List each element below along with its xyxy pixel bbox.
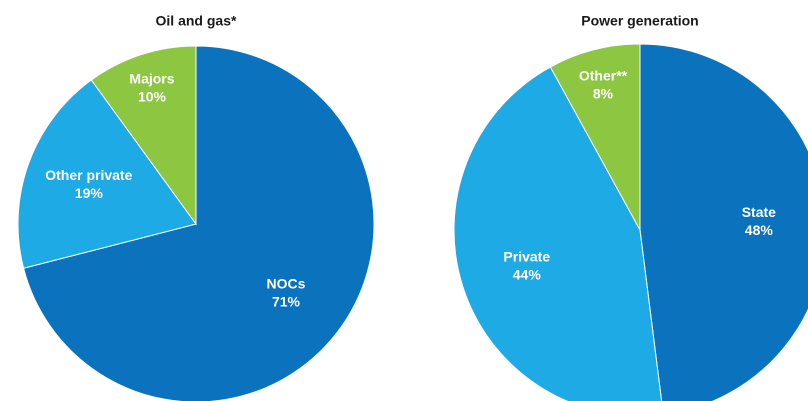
pie-slice	[639, 43, 808, 401]
slice-value: 19%	[75, 185, 104, 201]
slice-label: Majors	[129, 70, 174, 86]
slice-label: Other**	[579, 68, 628, 84]
slice-label: State	[742, 204, 776, 220]
slice-value: 71%	[272, 294, 301, 310]
pie-slice	[90, 45, 197, 226]
slice-value: 48%	[745, 222, 774, 238]
pie-slice	[22, 45, 375, 401]
slice-label: Private	[503, 248, 550, 264]
pie-slice	[17, 79, 197, 269]
chart-title: Power generation	[581, 13, 698, 29]
slice-value: 8%	[593, 86, 614, 102]
pie-slice	[549, 43, 641, 231]
slice-value: 44%	[513, 266, 542, 282]
chart-title: Oil and gas*	[156, 13, 237, 29]
slice-label: Other private	[45, 167, 132, 183]
pie-slice	[453, 66, 663, 401]
slice-value: 10%	[138, 88, 167, 104]
slice-label: NOCs	[267, 276, 306, 292]
